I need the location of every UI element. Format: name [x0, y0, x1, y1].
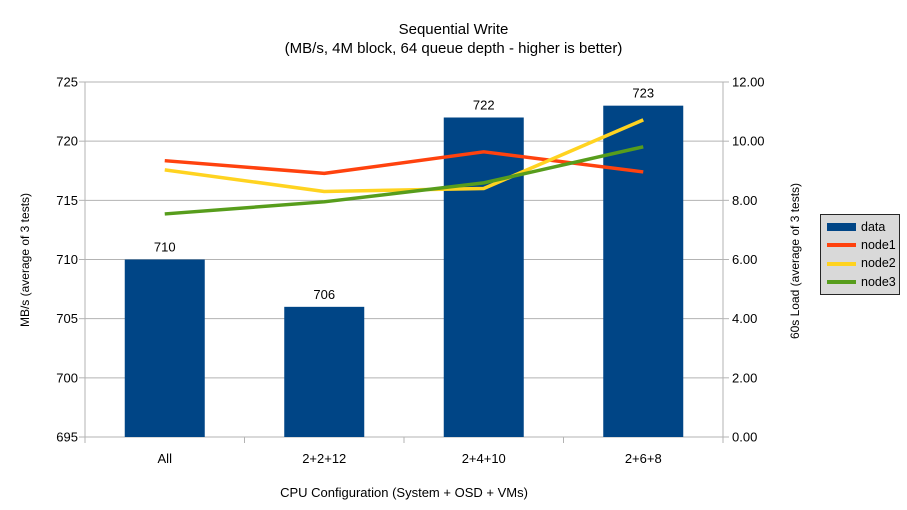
chart-subtitle: (MB/s, 4M block, 64 queue depth - higher…: [284, 40, 623, 57]
bar-2+4+10: [443, 117, 524, 437]
y-right-tick-label: 4.00: [732, 311, 757, 326]
y-left-tick-label: 720: [56, 134, 78, 149]
bar-value-label: 723: [632, 86, 654, 101]
y-left-tick-label: 725: [56, 75, 78, 90]
x-category-label: 2+2+12: [302, 451, 346, 466]
legend-label: data: [861, 219, 886, 234]
legend-swatch-line-icon: [827, 279, 856, 284]
bar-2+6+8: [603, 105, 684, 438]
legend-item-node2: node2: [827, 257, 899, 270]
line-series-node3: [164, 145, 644, 216]
line-series-node1: [164, 150, 644, 176]
legend-label: node1: [861, 238, 896, 253]
bar-value-label: 710: [154, 240, 176, 255]
chart-title-block: Sequential Write (MB/s, 4M block, 64 que…: [0, 20, 907, 58]
y-right-tick-label: 2.00: [732, 370, 757, 385]
legend-label: node2: [861, 256, 896, 271]
y-right-tick-label: 0.00: [732, 430, 757, 445]
y-left-tick-label: 700: [56, 370, 78, 385]
bar-value-label: 706: [313, 287, 335, 302]
y-right-tick-label: 6.00: [732, 252, 757, 267]
y-right-tick-label: 8.00: [732, 193, 757, 208]
legend-item-node1: node1: [827, 239, 899, 252]
y-right-tick-label: 10.00: [732, 134, 765, 149]
legend-item-node3: node3: [827, 276, 899, 289]
y-left-tick-label: 710: [56, 252, 78, 267]
y-right-tick-label: 12.00: [732, 75, 765, 90]
bar-All: [124, 259, 205, 437]
bar-value-label: 722: [473, 98, 495, 113]
legend-item-data: data: [827, 221, 899, 234]
legend-swatch-line-icon: [827, 243, 856, 248]
x-category-label: 2+4+10: [462, 451, 506, 466]
bar-2+2+12: [284, 306, 365, 437]
legend-swatch-line-icon: [827, 261, 856, 266]
y-left-tick-label: 705: [56, 311, 78, 326]
x-axis-title: CPU Configuration (System + OSD + VMs): [280, 485, 528, 500]
x-category-label: All: [158, 451, 173, 466]
line-series-node2: [164, 118, 644, 194]
legend: data node1 node2 node3: [820, 214, 900, 295]
y-left-tick-label: 715: [56, 193, 78, 208]
legend-swatch-bar-icon: [827, 223, 856, 232]
x-category-label: 2+6+8: [625, 451, 662, 466]
legend-label: node3: [861, 274, 896, 289]
y-left-tick-label: 695: [56, 430, 78, 445]
chart-title: Sequential Write: [398, 21, 509, 38]
